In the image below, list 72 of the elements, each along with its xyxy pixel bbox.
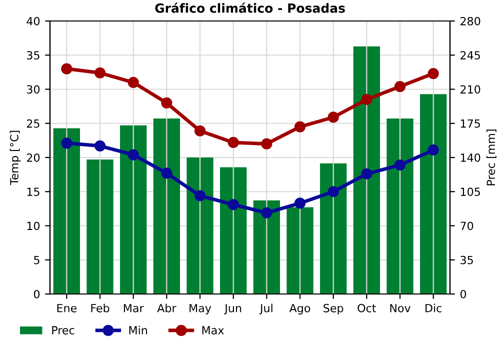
y-tick-label: 15 <box>27 188 40 196</box>
y-axis-title: Temp [°C] <box>10 130 21 186</box>
y-tick-label: 20 <box>26 153 40 162</box>
point <box>294 121 306 132</box>
x-tick-label: Abr <box>157 304 176 312</box>
y2-tick-label: 0 <box>460 290 466 298</box>
bar <box>286 207 314 294</box>
y2-tick-label: 70 <box>460 222 474 230</box>
bar <box>86 159 114 294</box>
point <box>228 136 239 148</box>
point <box>361 94 372 106</box>
x-tick-label: Dic <box>426 304 442 312</box>
bar <box>320 163 347 294</box>
x-tick-label: Nov <box>390 304 411 312</box>
y-tick-label: 10 <box>27 222 40 230</box>
y2-axis-title: Prec [mm] <box>486 130 496 186</box>
point <box>94 67 106 78</box>
y2-tick-label: 105 <box>460 188 480 196</box>
y-tick-label: 30 <box>26 85 40 94</box>
x-tick-label: Oct <box>358 304 376 312</box>
y-tick-label: 25 <box>26 119 40 128</box>
bar <box>386 118 414 294</box>
chart-title: Gráfico climático - Posadas <box>155 2 345 13</box>
y-tick-label: 5 <box>34 256 40 264</box>
point <box>228 199 239 210</box>
bar <box>220 167 247 294</box>
point <box>128 149 139 160</box>
legend-label: Min <box>129 326 147 334</box>
y2-tick-label: 140 <box>460 153 480 162</box>
point <box>328 112 339 123</box>
x-tick-label: Jul <box>259 304 272 314</box>
y2-tick-label: 35 <box>460 256 473 264</box>
y2-tick-label: 210 <box>460 85 480 94</box>
y-tick-label: 40 <box>26 16 40 26</box>
point <box>261 207 272 218</box>
bar <box>253 200 280 294</box>
x-tick-label: Feb <box>91 304 110 312</box>
y-tick-label: 35 <box>26 51 40 60</box>
point <box>328 186 339 198</box>
y2-tick-label: 175 <box>460 119 480 128</box>
y2-tick-label: 280 <box>460 16 480 26</box>
point <box>61 63 72 74</box>
x-tick-label: Ago <box>289 304 310 314</box>
point <box>394 159 406 171</box>
bar <box>420 94 447 294</box>
point <box>161 168 172 179</box>
point <box>294 198 306 209</box>
x-tick-label: Ene <box>57 304 77 312</box>
point <box>361 168 372 180</box>
bar <box>120 125 147 294</box>
point <box>94 140 106 152</box>
point <box>428 144 439 156</box>
x-tick-label: May <box>190 304 212 314</box>
bar <box>186 158 214 294</box>
bar <box>353 46 380 294</box>
bar <box>53 128 80 294</box>
x-tick-label: Sep <box>324 304 344 314</box>
point <box>194 190 206 202</box>
point <box>394 80 406 92</box>
point <box>61 138 72 149</box>
bar <box>153 118 180 294</box>
x-tick-label: Mar <box>124 304 144 312</box>
point <box>261 138 272 150</box>
legend-label: Max <box>202 326 224 334</box>
x-tick-label: Jun <box>224 304 242 314</box>
y2-tick-label: 245 <box>460 51 480 60</box>
point <box>161 97 172 108</box>
y-tick-label: 0 <box>34 290 40 298</box>
point <box>194 125 206 136</box>
point <box>428 68 439 80</box>
legend-label: Prec <box>52 326 74 334</box>
point <box>128 76 139 88</box>
